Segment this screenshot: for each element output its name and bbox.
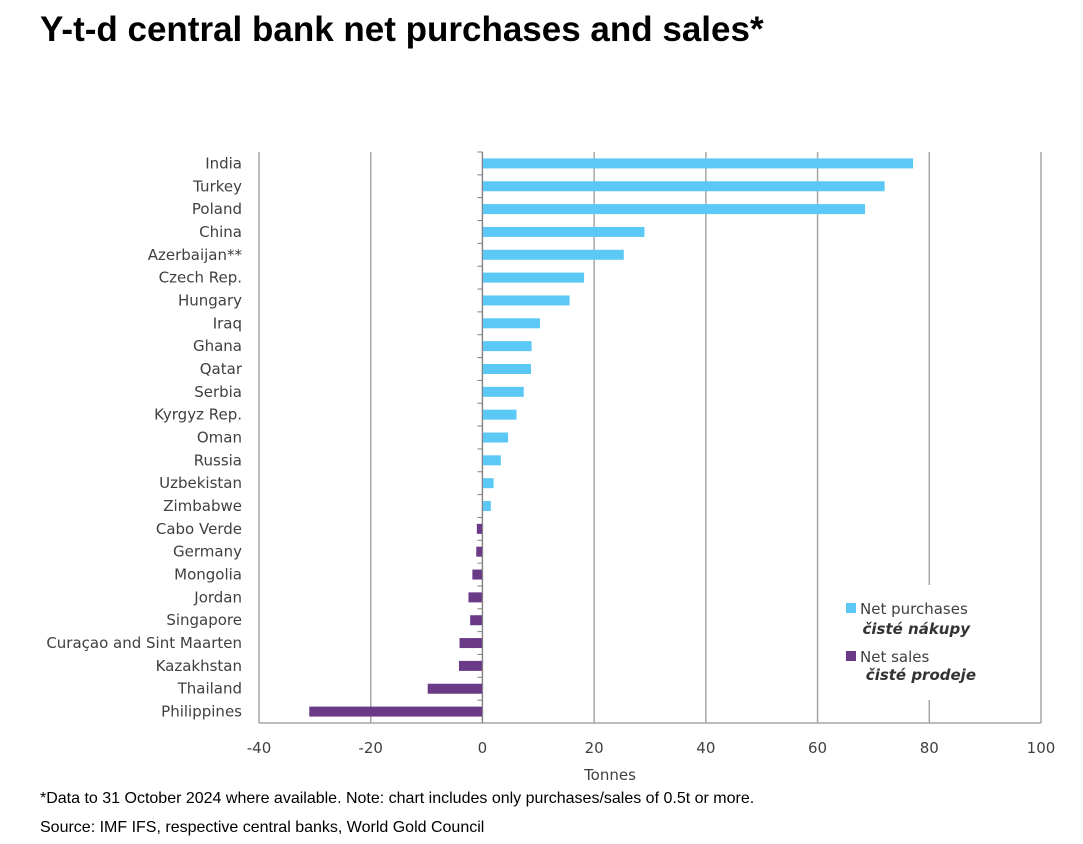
category-label: Oman <box>197 429 242 447</box>
x-tick-label: 40 <box>696 739 715 757</box>
bar <box>309 706 483 717</box>
category-label: Uzbekistan <box>159 474 242 492</box>
category-ticks <box>477 151 483 723</box>
x-tick-label: -20 <box>358 739 383 757</box>
category-label: Russia <box>194 451 242 469</box>
bar <box>476 523 483 534</box>
category-label: Ghana <box>193 337 242 355</box>
legend-note-sales: čisté prodeje <box>866 666 976 684</box>
bar <box>482 478 494 489</box>
bar <box>482 181 885 192</box>
x-tick-label: 80 <box>920 739 939 757</box>
bar <box>482 295 570 306</box>
bar <box>482 455 501 466</box>
category-label: Cabo Verde <box>156 520 242 538</box>
x-tick-label: 20 <box>585 739 604 757</box>
category-label: India <box>205 154 242 172</box>
bar <box>482 386 524 397</box>
category-label: Qatar <box>200 360 243 378</box>
bar <box>482 363 532 374</box>
footnote: *Data to 31 October 2024 where available… <box>40 790 755 807</box>
bars <box>309 158 914 717</box>
x-axis-title: Tonnes <box>583 766 636 784</box>
category-label: Czech Rep. <box>159 269 242 287</box>
category-label: Germany <box>173 543 242 561</box>
category-label: Singapore <box>166 611 242 629</box>
x-tick-label: 60 <box>808 739 827 757</box>
legend-label-sales: Net sales <box>860 648 930 666</box>
legend-background <box>838 585 1028 700</box>
category-label: Philippines <box>161 703 242 721</box>
bar <box>458 660 483 671</box>
bar <box>468 592 483 603</box>
category-label: Zimbabwe <box>163 497 242 515</box>
bar <box>476 546 483 557</box>
category-label: Thailand <box>177 680 242 698</box>
x-tick-label: 0 <box>478 739 488 757</box>
category-label: Curaçao and Sint Maarten <box>46 634 242 652</box>
category-label: Jordan <box>193 588 242 606</box>
category-label: Serbia <box>194 383 242 401</box>
legend: Net purchases čisté nákupy Net sales čis… <box>838 585 1028 700</box>
bar-chart: India Turkey Poland China Azerbaijan** Czech … <box>46 151 1056 784</box>
bar <box>482 204 866 215</box>
bar <box>482 341 532 352</box>
legend-swatch-sales <box>846 651 856 661</box>
legend-swatch-purchases <box>846 603 856 613</box>
category-label: Mongolia <box>174 566 242 584</box>
category-label: China <box>199 223 242 241</box>
x-tick-labels: -40 -20 0 20 40 60 80 100 <box>247 739 1056 757</box>
category-label: Hungary <box>178 291 242 309</box>
x-tick-label: -40 <box>247 739 272 757</box>
bar <box>472 569 483 580</box>
bar <box>459 638 483 649</box>
bar <box>482 318 540 329</box>
category-label: Kazakhstan <box>156 657 242 675</box>
bar <box>482 249 624 260</box>
category-label: Turkey <box>192 177 242 195</box>
category-label: Azerbaijan** <box>148 246 243 264</box>
source-note: Source: IMF IFS, respective central bank… <box>40 819 485 836</box>
bar <box>427 683 483 694</box>
bar <box>482 409 517 420</box>
bar <box>482 158 914 169</box>
bar <box>482 432 509 443</box>
legend-label-purchases: Net purchases <box>860 600 968 618</box>
bar <box>470 615 483 626</box>
bar <box>482 272 585 283</box>
bar <box>482 226 645 237</box>
category-labels: India Turkey Poland China Azerbaijan** Czech … <box>46 154 242 720</box>
legend-note-purchases: čisté nákupy <box>863 620 972 638</box>
chart-title: Y-t-d central bank net purchases and sal… <box>40 10 764 49</box>
category-label: Kyrgyz Rep. <box>154 406 242 424</box>
x-tick-label: 100 <box>1027 739 1056 757</box>
bar <box>482 501 491 512</box>
category-label: Poland <box>192 200 242 218</box>
category-label: Iraq <box>213 314 242 332</box>
